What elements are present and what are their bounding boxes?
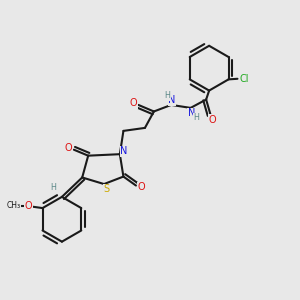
Text: N: N xyxy=(168,95,176,105)
Text: O: O xyxy=(208,115,216,125)
Text: CH₃: CH₃ xyxy=(6,202,20,211)
Text: H: H xyxy=(165,92,171,100)
Text: O: O xyxy=(65,143,72,153)
Text: O: O xyxy=(137,182,145,192)
Text: O: O xyxy=(25,201,33,211)
Text: S: S xyxy=(103,184,110,194)
Text: N: N xyxy=(188,108,195,118)
Text: O: O xyxy=(130,98,137,108)
Text: H: H xyxy=(193,113,199,122)
Text: Cl: Cl xyxy=(239,74,249,84)
Text: H: H xyxy=(51,183,56,192)
Text: N: N xyxy=(120,146,128,156)
